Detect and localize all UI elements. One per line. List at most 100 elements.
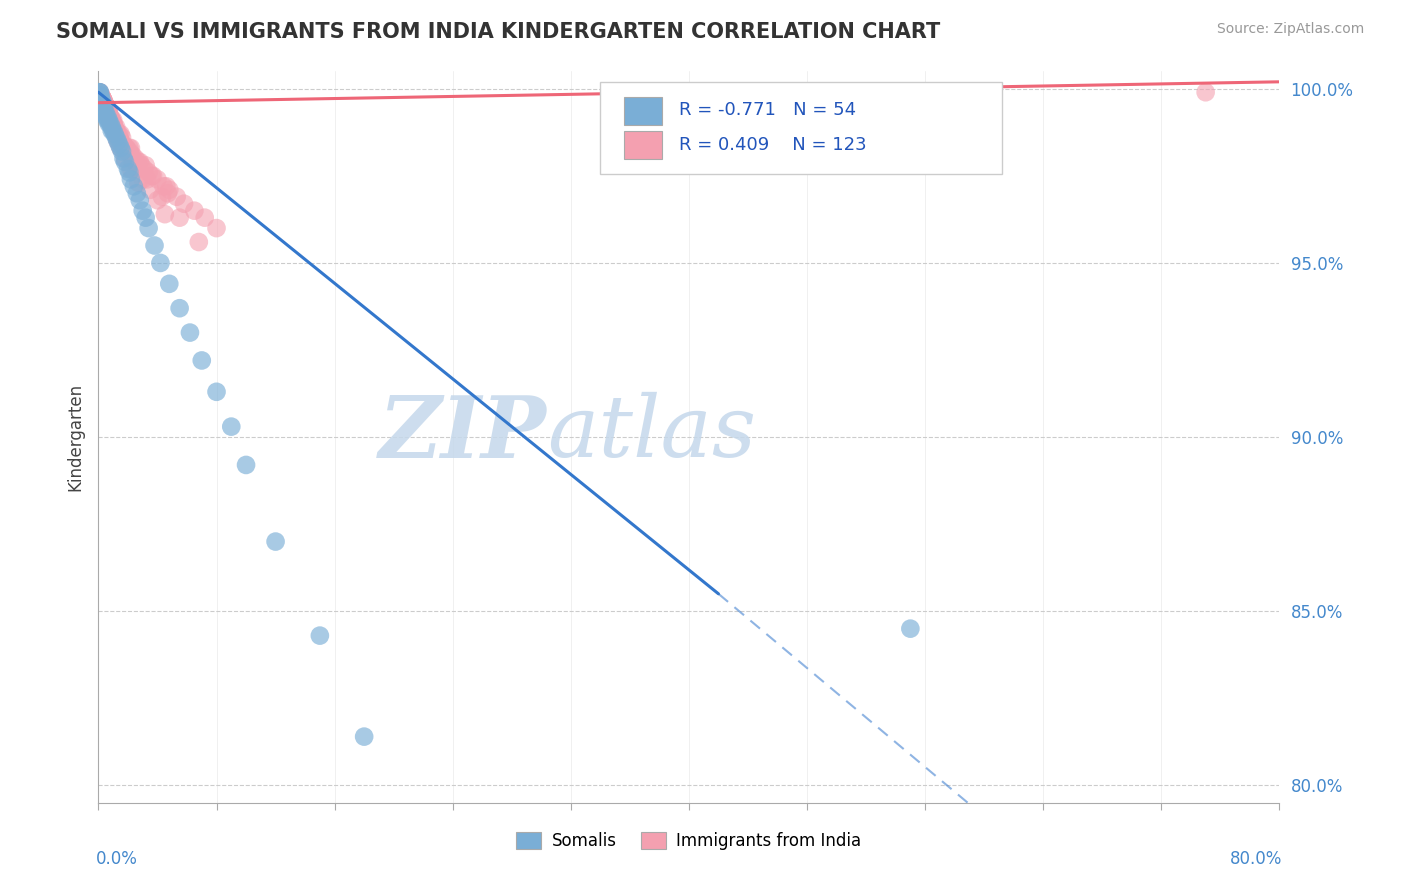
Point — [91, 95, 114, 110]
Point — [132, 203, 155, 218]
Point — [157, 183, 180, 197]
Point — [114, 152, 136, 166]
Point — [127, 176, 149, 190]
Point — [114, 155, 136, 169]
Point — [129, 158, 152, 172]
Point — [97, 113, 120, 128]
Point — [115, 145, 138, 159]
Point — [91, 95, 114, 110]
Point — [117, 161, 139, 176]
Point — [110, 141, 132, 155]
Point — [97, 110, 120, 124]
Point — [96, 103, 118, 117]
Text: ZIP: ZIP — [380, 392, 547, 475]
Point — [100, 117, 122, 131]
Point — [91, 95, 114, 110]
Point — [105, 127, 128, 141]
Point — [139, 183, 162, 197]
Point — [105, 120, 128, 134]
Point — [98, 117, 121, 131]
Point — [103, 113, 125, 128]
Point — [169, 211, 191, 225]
Point — [1195, 85, 1218, 99]
Point — [89, 85, 111, 99]
Point — [89, 85, 111, 99]
Point — [93, 95, 115, 110]
Point — [100, 117, 122, 131]
Point — [97, 106, 120, 120]
Point — [98, 113, 121, 128]
Point — [93, 99, 115, 113]
Point — [97, 106, 120, 120]
Point — [110, 134, 132, 148]
Point — [169, 301, 191, 316]
Point — [152, 179, 174, 194]
Point — [157, 277, 180, 291]
Point — [111, 130, 134, 145]
Point — [96, 103, 118, 117]
Point — [107, 134, 129, 148]
FancyBboxPatch shape — [600, 82, 1002, 174]
Point — [89, 85, 111, 99]
Point — [146, 172, 169, 186]
Point — [118, 165, 141, 179]
Point — [205, 384, 228, 399]
Point — [353, 730, 375, 744]
Point — [121, 148, 143, 162]
Point — [93, 95, 115, 110]
Point — [94, 110, 117, 124]
Point — [93, 103, 115, 117]
Point — [98, 113, 121, 128]
Point — [120, 152, 142, 166]
Point — [112, 152, 135, 166]
Point — [94, 99, 117, 113]
Point — [118, 145, 141, 159]
Point — [103, 123, 125, 137]
Point — [90, 88, 112, 103]
Point — [94, 103, 117, 117]
Point — [105, 130, 128, 145]
Point — [108, 130, 131, 145]
Point — [155, 179, 177, 194]
Y-axis label: Kindergarten: Kindergarten — [66, 383, 84, 491]
Point — [108, 130, 131, 145]
Point — [104, 123, 127, 137]
Point — [94, 103, 117, 117]
Point — [205, 221, 228, 235]
Point — [105, 123, 128, 137]
Point — [135, 211, 157, 225]
Point — [120, 141, 142, 155]
Point — [98, 113, 121, 128]
Point — [115, 141, 138, 155]
Point — [96, 113, 118, 128]
Point — [90, 92, 112, 106]
Point — [98, 110, 121, 124]
Point — [89, 85, 111, 99]
Point — [97, 106, 120, 120]
Point — [90, 88, 112, 103]
Text: 80.0%: 80.0% — [1229, 850, 1282, 868]
Point — [94, 99, 117, 113]
Point — [97, 106, 120, 120]
Point — [173, 196, 195, 211]
Point — [91, 92, 114, 106]
Point — [104, 120, 127, 134]
Point — [122, 179, 145, 194]
Point — [91, 92, 114, 106]
Point — [110, 141, 132, 155]
Point — [91, 92, 114, 106]
Point — [97, 110, 120, 124]
Point — [108, 127, 131, 141]
Point — [108, 137, 131, 152]
Point — [125, 186, 148, 201]
Point — [235, 458, 257, 472]
Point — [89, 88, 111, 103]
Point — [124, 152, 146, 166]
Point — [111, 145, 134, 159]
Point — [136, 172, 159, 186]
Point — [141, 169, 163, 183]
Point — [127, 155, 149, 169]
Point — [107, 127, 129, 141]
Point — [187, 235, 209, 249]
Point — [94, 99, 117, 113]
